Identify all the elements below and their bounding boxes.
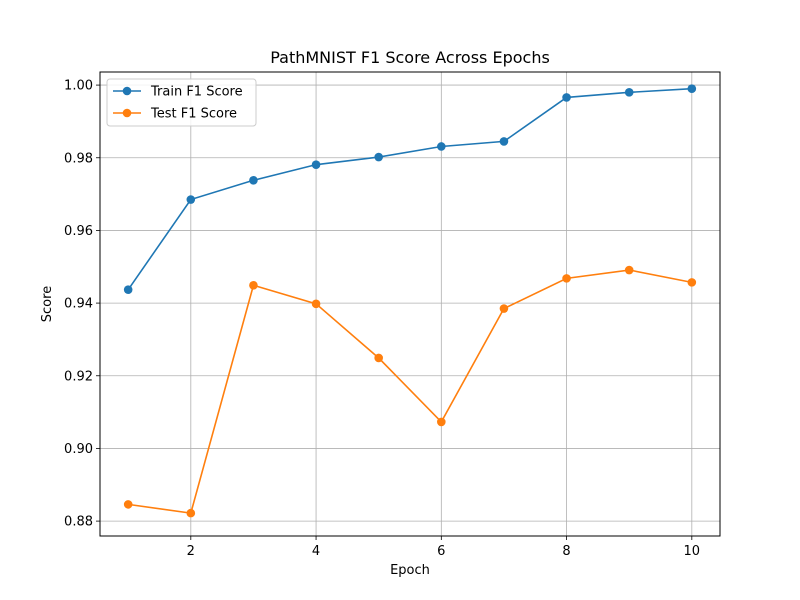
data-point <box>562 93 571 102</box>
legend-box <box>106 78 257 127</box>
data-point <box>687 84 697 94</box>
data-point <box>311 160 321 169</box>
legend-item: Test F1 Score <box>113 107 237 122</box>
data-point <box>186 195 196 204</box>
data-series <box>123 84 697 518</box>
data-point <box>123 285 133 294</box>
plot-area-frame <box>99 71 721 537</box>
data-point <box>311 299 321 309</box>
data-point <box>499 304 509 313</box>
data-point <box>437 142 446 151</box>
data-point <box>123 500 133 509</box>
data-point <box>374 152 383 162</box>
data-point <box>687 278 697 287</box>
data-point <box>562 274 571 283</box>
y-tick-label: 1.00 <box>64 79 93 94</box>
chart-title: PathMNIST F1 Score Across Epochs <box>270 48 550 67</box>
series-0 <box>123 84 697 294</box>
legend-marker <box>122 86 132 96</box>
x-tick-label: 2 <box>187 544 195 559</box>
x-tick-label: 6 <box>437 544 445 559</box>
series-1 <box>123 265 697 518</box>
legend-label: Test F1 Score <box>150 107 237 122</box>
x-tick-label: 10 <box>684 544 701 559</box>
data-point <box>624 265 634 275</box>
data-point <box>437 417 446 427</box>
data-point <box>186 508 196 518</box>
y-tick-label: 0.94 <box>64 297 93 312</box>
legend-item: Train F1 Score <box>113 85 243 100</box>
y-tick-label: 0.88 <box>64 515 93 530</box>
data-point <box>624 88 634 97</box>
series-line <box>127 87 692 291</box>
data-point <box>374 353 383 363</box>
legend-label: Train F1 Score <box>150 85 243 100</box>
data-point <box>499 137 509 146</box>
data-point <box>249 175 258 185</box>
y-tick-label: 0.96 <box>64 224 93 239</box>
legend-marker <box>122 108 132 118</box>
legend: Train F1 Score Test F1 Score <box>106 78 257 127</box>
data-point <box>249 280 258 290</box>
series-line <box>128 269 692 514</box>
x-tick-label: 8 <box>562 544 570 559</box>
axis-ticks: 2 4 6 8 10 0.88 0.90 0.92 0.94 0.96 0.98 1.00 <box>64 79 700 559</box>
y-tick-label: 0.98 <box>64 151 93 166</box>
x-tick-label: 4 <box>312 544 320 559</box>
y-tick-label: 0.90 <box>64 442 93 457</box>
x-axis-title: Epoch <box>390 563 430 578</box>
y-axis-title: Score <box>40 286 55 322</box>
y-tick-label: 0.92 <box>64 369 93 384</box>
